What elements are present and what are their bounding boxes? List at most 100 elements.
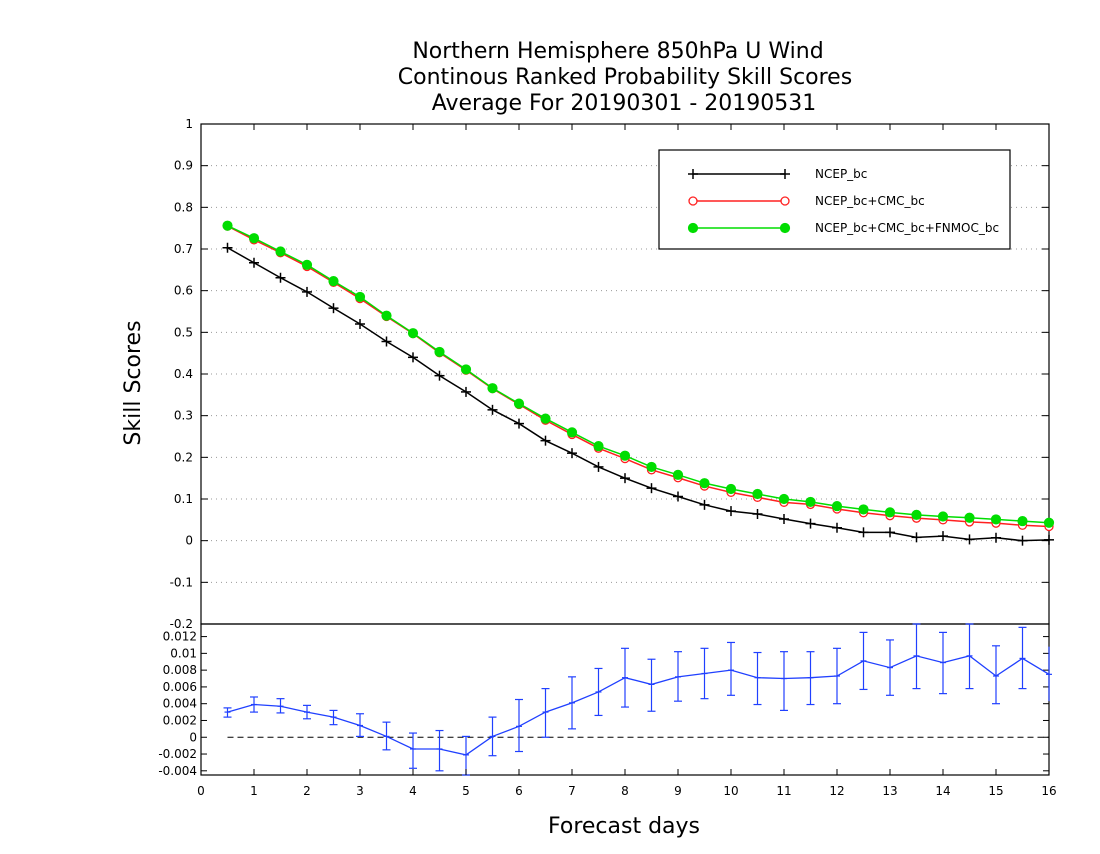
- data-point-filled-circle: [460, 364, 472, 375]
- data-point-plus: [991, 532, 1001, 543]
- data-point-filled-circle: [619, 450, 631, 461]
- difference-line: [227, 655, 1050, 756]
- title-line-1: Northern Hemisphere 850hPa U Wind: [412, 39, 823, 64]
- data-point-filled-circle: [646, 461, 657, 473]
- data-point-filled-circle: [990, 514, 1002, 525]
- y-tick-label: 0.6: [174, 284, 193, 298]
- data-point-plus: [805, 518, 816, 529]
- diff-y-tick-label: 0.004: [163, 697, 197, 711]
- diff-y-tick-label: 0.012: [163, 630, 197, 644]
- x-tick-label: 2: [303, 784, 311, 798]
- y-tick-label: 0.9: [174, 159, 193, 173]
- series-line-NCEP_bc+CMC_bc: [227, 225, 1050, 528]
- y-tick-label: 0: [185, 534, 193, 548]
- data-point-filled-circle: [752, 488, 763, 500]
- data-point-filled-circle: [1043, 517, 1055, 528]
- data-point-filled-circle: [275, 246, 286, 257]
- y-tick-label: -0.2: [170, 617, 193, 631]
- data-point-filled-circle: [937, 511, 949, 522]
- data-point-plus: [434, 370, 445, 381]
- y-tick-label: 0.7: [174, 242, 193, 256]
- legend-marker: [780, 196, 790, 206]
- data-point-plus: [885, 527, 895, 538]
- title-line-3: Average For 20190301 - 20190531: [432, 91, 817, 116]
- data-point-filled-circle: [964, 512, 975, 523]
- data-point-filled-circle: [328, 275, 339, 287]
- data-point-filled-circle: [487, 383, 498, 394]
- data-point-plus: [461, 386, 471, 397]
- data-point-plus: [858, 527, 869, 538]
- series-line-NCEP_bc+CMC_bc+FNMOC_bc: [227, 224, 1050, 524]
- error-bar: [435, 729, 444, 772]
- chart-title: Northern Hemisphere 850hPa U Wind Contin…: [398, 39, 852, 116]
- data-point-plus: [911, 532, 922, 543]
- y-tick-label: 0.5: [174, 325, 193, 339]
- x-tick-label: 10: [723, 784, 738, 798]
- data-point-plus: [302, 286, 312, 297]
- data-point-plus: [779, 514, 789, 524]
- data-point-plus: [1017, 535, 1028, 546]
- data-point-plus: [249, 257, 259, 268]
- x-tick-label: 12: [829, 784, 844, 798]
- data-point-plus: [328, 303, 339, 314]
- main-plot-panel: -0.2 -0.1 0 0.1 0.2 0.3 0.4 0.5 0.6 0.7 0.8 0.9 1: [170, 117, 1055, 631]
- diff-y-tick-label: 0.002: [163, 713, 197, 727]
- y-tick-label: 0.1: [174, 492, 193, 506]
- data-point-filled-circle: [831, 500, 843, 512]
- x-tick-label: 14: [935, 784, 950, 798]
- data-point-plus: [832, 522, 842, 533]
- legend-marker: [687, 222, 699, 234]
- data-point-plus: [408, 352, 418, 363]
- data-point-filled-circle: [301, 259, 313, 270]
- data-point-filled-circle: [699, 478, 710, 489]
- diff-y-tick-label: 0.006: [163, 680, 197, 694]
- x-tick-label: 6: [515, 784, 523, 798]
- x-axis-label: Forecast days: [548, 814, 700, 839]
- data-point-filled-circle: [248, 233, 260, 244]
- data-point-filled-circle: [884, 507, 896, 518]
- y-tick-label: 0.4: [174, 367, 193, 381]
- x-tick-label: 8: [621, 784, 629, 798]
- data-point-filled-circle: [672, 469, 684, 480]
- error-bar: [992, 645, 1000, 705]
- data-point-filled-circle: [381, 310, 392, 321]
- difference-plot-panel: -0.004 -0.002 0 0.002 0.004 0.006 0.008 0.01 0.0…: [158, 623, 1057, 798]
- diff-y-tick-label: -0.004: [158, 764, 197, 778]
- data-point-plus: [222, 242, 233, 253]
- data-point-filled-circle: [222, 220, 233, 231]
- diff-y-tick-label: 0.01: [170, 646, 197, 660]
- legend-marker: [688, 196, 698, 206]
- data-point-plus: [593, 461, 604, 472]
- x-tick-label: 0: [197, 784, 205, 798]
- data-point-filled-circle: [354, 291, 366, 303]
- data-point-filled-circle: [407, 328, 419, 339]
- x-tick-label: 3: [356, 784, 364, 798]
- data-point-filled-circle: [778, 493, 790, 505]
- error-bar: [727, 641, 735, 696]
- legend: NCEP_bc NCEP_bc+CMC_bc NCEP_bc+CMC_bc+FNMO…: [658, 149, 1011, 250]
- error-bar: [753, 651, 762, 706]
- legend-box: [658, 149, 1011, 250]
- error-bar: [541, 687, 550, 738]
- diff-y-tick-label: 0.008: [163, 663, 197, 677]
- legend-label: NCEP_bc+CMC_bc: [815, 194, 925, 208]
- data-point-plus: [938, 531, 948, 542]
- data-point-filled-circle: [540, 413, 551, 424]
- x-tick-label: 15: [988, 784, 1003, 798]
- data-point-plus: [567, 448, 577, 459]
- data-point-filled-circle: [566, 427, 578, 438]
- data-point-plus: [514, 418, 524, 429]
- diff-y-tick-label: -0.002: [158, 747, 197, 761]
- data-point-filled-circle: [911, 509, 922, 520]
- data-point-plus: [752, 509, 763, 519]
- x-tick-label: 1: [250, 784, 258, 798]
- data-point-filled-circle: [434, 346, 445, 358]
- title-line-2: Continous Ranked Probability Skill Score…: [398, 65, 852, 90]
- data-point-plus: [699, 499, 710, 510]
- x-tick-label: 5: [462, 784, 470, 798]
- y-tick-label: 1: [185, 117, 193, 131]
- error-bar: [780, 651, 788, 712]
- data-point-filled-circle: [858, 504, 869, 515]
